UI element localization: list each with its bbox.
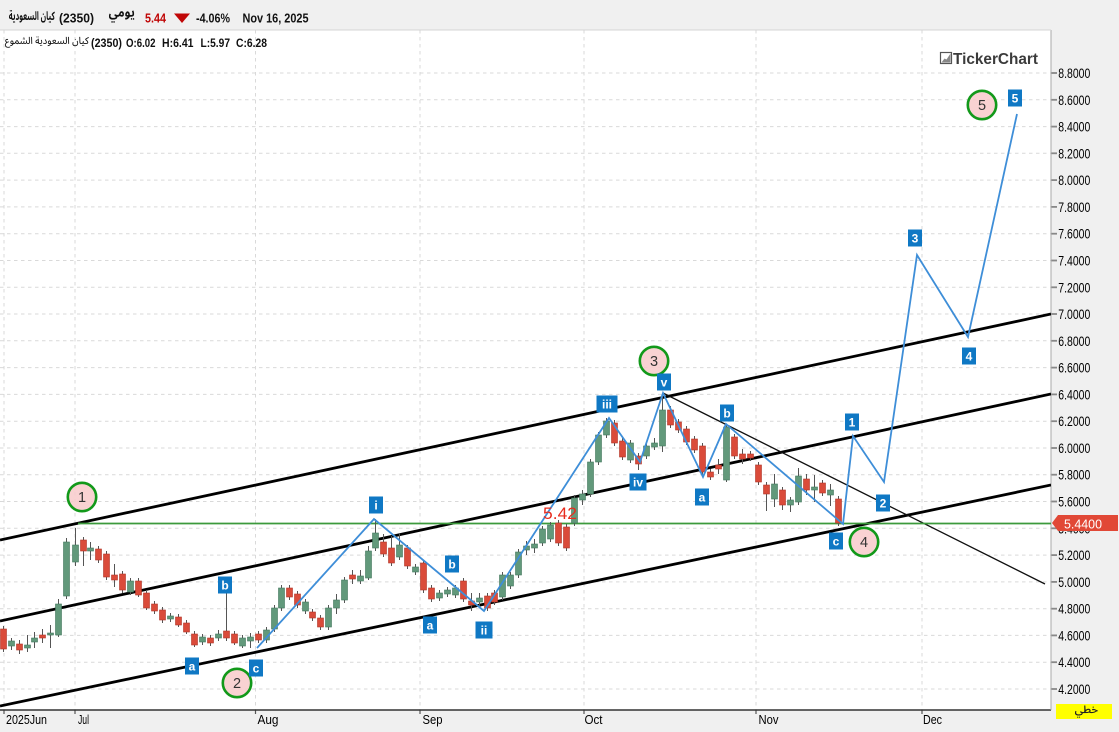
svg-text:5.2000: 5.2000: [1058, 547, 1090, 563]
svg-text:8.2000: 8.2000: [1058, 145, 1090, 161]
svg-text:b: b: [723, 407, 730, 421]
svg-text:8.6000: 8.6000: [1058, 92, 1090, 108]
svg-text:3: 3: [650, 354, 658, 370]
svg-text:6.2000: 6.2000: [1058, 413, 1090, 429]
svg-text:2025Jun: 2025Jun: [6, 712, 47, 727]
svg-text:7.8000: 7.8000: [1058, 199, 1090, 215]
svg-text:8.0000: 8.0000: [1058, 172, 1090, 188]
svg-text:4.4000: 4.4000: [1058, 654, 1090, 670]
svg-text:Jul: Jul: [78, 712, 89, 727]
svg-text:8.4000: 8.4000: [1058, 119, 1090, 135]
svg-text:6.4000: 6.4000: [1058, 386, 1090, 402]
svg-text:7.4000: 7.4000: [1058, 253, 1090, 269]
svg-text:i: i: [374, 499, 377, 513]
svg-text:1: 1: [849, 416, 856, 430]
svg-text:Nov 16, 2025: Nov 16, 2025: [243, 11, 309, 26]
svg-text:b: b: [221, 579, 228, 593]
svg-text:4: 4: [860, 535, 868, 551]
svg-text:ii: ii: [481, 624, 488, 638]
svg-text:4.6000: 4.6000: [1058, 627, 1090, 643]
svg-text:4: 4: [966, 350, 973, 364]
svg-text:7.6000: 7.6000: [1058, 226, 1090, 242]
svg-text:8.8000: 8.8000: [1058, 65, 1090, 81]
svg-text:5.44: 5.44: [145, 11, 166, 26]
svg-text:Sep: Sep: [423, 712, 443, 727]
svg-text:O:6.02: O:6.02: [126, 36, 156, 50]
svg-text:Nov: Nov: [759, 712, 779, 727]
svg-text:1: 1: [78, 490, 86, 506]
svg-text:5.4400: 5.4400: [1064, 517, 1102, 532]
svg-text:7.2000: 7.2000: [1058, 279, 1090, 295]
svg-text:Aug: Aug: [258, 712, 279, 727]
svg-text:a: a: [189, 660, 196, 674]
svg-text:2: 2: [233, 676, 241, 692]
svg-text:2: 2: [880, 497, 887, 511]
svg-text:(2350): (2350): [91, 36, 122, 50]
svg-text:5.8000: 5.8000: [1058, 467, 1090, 483]
svg-text:Oct: Oct: [585, 712, 603, 727]
svg-text:4.8000: 4.8000: [1058, 601, 1090, 617]
svg-text:6.8000: 6.8000: [1058, 333, 1090, 349]
svg-text:TickerChart: TickerChart: [953, 51, 1038, 68]
svg-text:Dec: Dec: [923, 712, 942, 727]
svg-text:v: v: [661, 376, 668, 390]
svg-text:6.0000: 6.0000: [1058, 440, 1090, 456]
svg-text:iii: iii: [602, 398, 612, 412]
svg-text:4.2000: 4.2000: [1058, 681, 1090, 697]
svg-text:L:5.97: L:5.97: [201, 36, 231, 50]
svg-text:5: 5: [978, 98, 986, 114]
svg-text:5.6000: 5.6000: [1058, 494, 1090, 510]
svg-text:b: b: [448, 558, 455, 572]
svg-text:5: 5: [1012, 92, 1019, 106]
svg-text:6.6000: 6.6000: [1058, 360, 1090, 376]
svg-text:7.0000: 7.0000: [1058, 306, 1090, 322]
svg-text:5.0000: 5.0000: [1058, 574, 1090, 590]
svg-text:iv: iv: [633, 476, 643, 490]
svg-text:(2350): (2350): [59, 11, 94, 26]
svg-text:a: a: [699, 491, 706, 505]
svg-text:H:6.41: H:6.41: [162, 36, 194, 50]
svg-text:-4.06%: -4.06%: [196, 11, 230, 26]
svg-text:c: c: [253, 662, 260, 676]
svg-text:c: c: [833, 535, 840, 549]
svg-text:a: a: [427, 619, 434, 633]
svg-text:C:6.28: C:6.28: [236, 36, 267, 50]
svg-text:3: 3: [912, 232, 919, 246]
svg-text:5.42: 5.42: [543, 504, 577, 523]
